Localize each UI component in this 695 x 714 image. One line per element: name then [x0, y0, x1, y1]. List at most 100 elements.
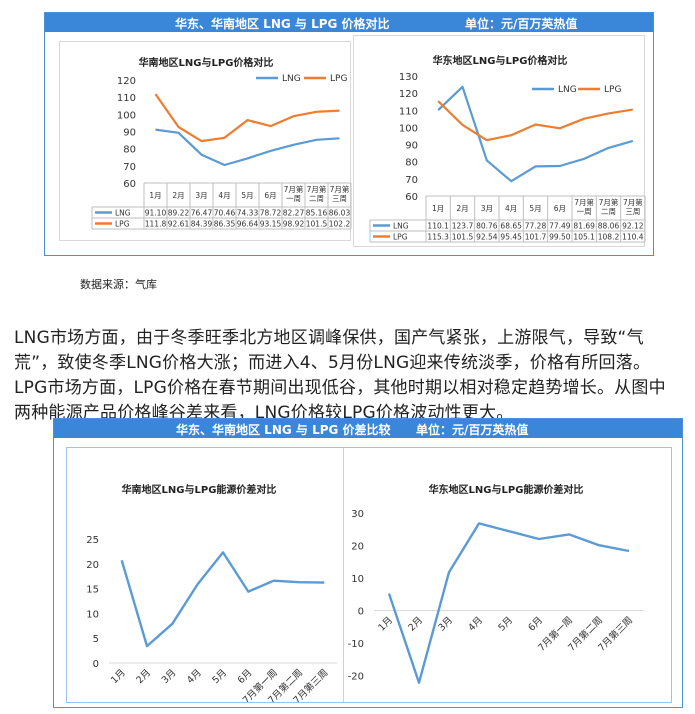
spread-line	[120, 551, 325, 648]
x-category-label: 2月	[172, 191, 184, 200]
legend-label-lng: LNG	[558, 85, 577, 95]
y-tick-label: 90	[405, 141, 418, 152]
legend-label-lng: LNG	[282, 74, 301, 84]
x-category-label: 7月第二周	[307, 184, 327, 203]
y-tick-label: 60	[123, 179, 136, 190]
x-category-label: 4月	[466, 615, 485, 634]
south-china-price-chart: 华南地区LNG与LPG价格对比 60 70 80 90 100 110 120 LNG LPG 1月…	[59, 41, 352, 241]
y-tick-label: 70	[405, 175, 418, 186]
x-category-label: 3月	[481, 204, 493, 213]
table-series-name: LNG	[115, 209, 131, 218]
spread-comparison-panel: 华东、华南地区 LNG 与 LPG 价差比较 单位：元/百万英热值 华南地区LN…	[53, 418, 683, 708]
chart-title: 华南地区LNG与LPG能源价差对比	[122, 483, 277, 496]
table-value-lng: 89.22	[168, 209, 190, 218]
y-tick-label: 60	[405, 192, 418, 203]
table-value-lpg: 86.35	[214, 220, 236, 229]
table-value-lpg: 84.39	[191, 220, 213, 229]
table-value-lpg: 101.7	[525, 233, 547, 242]
table-value-lng: 77.49	[549, 222, 571, 231]
spread-panel-title: 华东、华南地区 LNG 与 LPG 价差比较	[176, 423, 391, 437]
table-value-lng: 80.76	[476, 222, 498, 231]
spread-charts-divider	[343, 448, 344, 702]
y-tick-label: 90	[123, 128, 136, 139]
series-line-lpg	[154, 93, 340, 143]
x-category-label: 2月	[456, 204, 468, 213]
table-value-lng: 88.06	[598, 222, 620, 231]
table-value-lpg: 101.5	[306, 220, 328, 229]
y-tick-label: 120	[399, 89, 418, 100]
x-category-label: 7月第二周	[599, 197, 619, 216]
y-tick-label: 5	[93, 634, 99, 645]
y-tick-label: 20	[351, 542, 364, 553]
table-value-lpg: 105.1	[573, 233, 595, 242]
analysis-paragraph: LNG市场方面，由于冬季旺季北方地区调峰保供，国产气紧张，上游限气，导致“气荒”…	[14, 328, 666, 423]
table-value-lpg: 99.50	[549, 233, 571, 242]
table-value-lng: 92.12	[622, 222, 644, 231]
y-tick-label: 20	[86, 560, 99, 571]
table-value-lng: 91.10	[145, 209, 167, 218]
table-value-lng: 82.27	[283, 209, 305, 218]
table-value-lpg: 92.61	[168, 220, 190, 229]
y-tick-label: 10	[351, 574, 364, 585]
x-category-label: 1月	[376, 615, 395, 634]
y-tick-label: 80	[405, 158, 418, 169]
table-value-lpg: 101.5	[452, 233, 474, 242]
east-china-spread-svg: 华东地区LNG与LPG能源价差对比-30-20-1001020301月2月3月4…	[348, 483, 644, 684]
table-value-lng: 74.33	[237, 209, 259, 218]
y-tick-label: 10	[86, 609, 99, 620]
spread-line	[387, 522, 630, 684]
y-tick-label: 30	[351, 509, 364, 520]
x-category-label: 6月	[554, 204, 566, 213]
south-china-price-svg: 华南地区LNG与LPG价格对比 60 70 80 90 100 110 120 LNG LPG 1月…	[91, 56, 352, 230]
table-value-lpg: 96.64	[237, 220, 259, 229]
table-value-lng: 110.1	[427, 222, 449, 231]
y-tick-label: 0	[358, 607, 364, 618]
table-value-lng: 76.47	[191, 209, 213, 218]
table-value-lng: 78.72	[260, 209, 282, 218]
x-category-label: 7月第三周	[330, 184, 350, 203]
x-category-label: 3月	[195, 191, 207, 200]
series-line-lpg	[437, 100, 633, 142]
y-tick-label: 70	[123, 162, 136, 173]
table-value-lng: 70.46	[214, 209, 236, 218]
x-category-label: 7月第三周	[623, 197, 643, 216]
x-category-label: 5月	[210, 667, 229, 686]
y-tick-label: 130	[399, 72, 418, 83]
y-tick-label: 100	[399, 123, 418, 134]
table-value-lpg: 115.3	[427, 233, 449, 242]
x-category-label: 6月	[236, 667, 255, 686]
table-value-lng: 77.28	[525, 222, 547, 231]
legend-label-lpg: LPG	[604, 85, 621, 95]
price-panel-header: 华东、华南地区 LNG 与 LPG 价格对比 单位：元/百万英热值	[45, 13, 653, 32]
table-series-name: LPG	[115, 220, 130, 229]
table-value-lpg: 92.54	[476, 233, 498, 242]
table-value-lpg: 108.2	[598, 233, 620, 242]
x-category-label: 6月	[526, 615, 545, 634]
east-china-price-svg: 华东地区LNG与LPG价格对比 60 70 80 90 100 110 120 130 LNG LP…	[369, 54, 646, 243]
price-panel-title: 华东、华南地区 LNG 与 LPG 价格对比	[175, 17, 390, 31]
x-category-label: 4月	[218, 191, 230, 200]
y-tick-label: 15	[86, 585, 99, 596]
spread-charts-frame: 华南地区LNG与LPG能源价差对比 0 5 10 15 20 25 1月 2月 3月 4月 5月 6月 7…	[66, 447, 672, 703]
table-value-lpg: 111.8	[145, 220, 167, 229]
table-series-name: LPG	[393, 233, 408, 242]
table-value-lng: 86.03	[329, 209, 351, 218]
x-category-label: 3月	[436, 615, 455, 634]
x-category-label: 1月	[109, 667, 128, 686]
x-category-label: 5月	[529, 204, 541, 213]
table-value-lpg: 110.4	[622, 233, 644, 242]
y-tick-label: -20	[348, 672, 364, 683]
price-panel-unit: 单位：元/百万英热值	[465, 17, 578, 31]
y-tick-label: 110	[117, 93, 136, 104]
table-value-lpg: 95.45	[500, 233, 522, 242]
east-china-price-chart: 华东地区LNG与LPG价格对比 60 70 80 90 100 110 120 130 LNG LP…	[353, 35, 646, 247]
x-category-label: 3月	[160, 667, 179, 686]
table-value-lng: 85.16	[306, 209, 328, 218]
chart-title: 华南地区LNG与LPG价格对比	[139, 56, 274, 69]
spread-panel-header: 华东、华南地区 LNG 与 LPG 价差比较 单位：元/百万英热值	[54, 419, 682, 438]
chart-title: 华东地区LNG与LPG价格对比	[433, 54, 568, 67]
x-category-label: 6月	[264, 191, 276, 200]
x-category-label: 7月第一周	[284, 184, 304, 203]
table-value-lng: 123.7	[452, 222, 474, 231]
